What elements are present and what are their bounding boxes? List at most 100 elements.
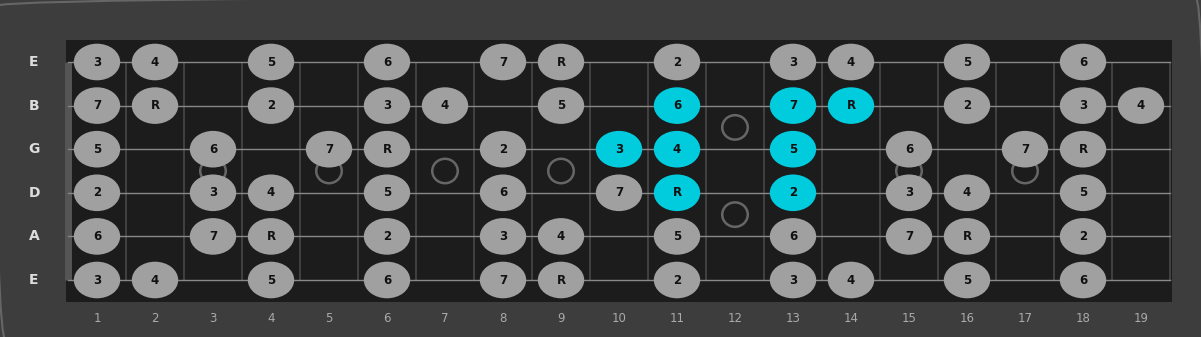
Ellipse shape [480, 131, 526, 167]
Text: 4: 4 [268, 312, 275, 326]
Ellipse shape [944, 218, 990, 255]
Text: 7: 7 [209, 230, 217, 243]
Text: 3: 3 [92, 56, 101, 68]
Text: E: E [29, 55, 38, 69]
Text: R: R [382, 143, 392, 156]
Text: 19: 19 [1134, 312, 1148, 326]
Ellipse shape [944, 44, 990, 80]
Ellipse shape [538, 87, 584, 124]
Ellipse shape [886, 218, 932, 255]
Text: 5: 5 [557, 99, 566, 112]
Text: R: R [673, 186, 681, 199]
Ellipse shape [1059, 44, 1106, 80]
Ellipse shape [132, 87, 178, 124]
Text: 9: 9 [557, 312, 564, 326]
Ellipse shape [73, 87, 120, 124]
Ellipse shape [538, 262, 584, 298]
Text: 2: 2 [267, 99, 275, 112]
Text: 2: 2 [673, 56, 681, 68]
Text: 5: 5 [963, 274, 972, 286]
Text: 4: 4 [847, 56, 855, 68]
Text: 4: 4 [557, 230, 566, 243]
Text: R: R [267, 230, 275, 243]
Ellipse shape [364, 218, 411, 255]
Ellipse shape [364, 262, 411, 298]
Text: 4: 4 [441, 99, 449, 112]
Text: D: D [29, 186, 40, 200]
Ellipse shape [1059, 175, 1106, 211]
Ellipse shape [480, 175, 526, 211]
Ellipse shape [364, 87, 411, 124]
Ellipse shape [247, 175, 294, 211]
Text: 7: 7 [325, 143, 333, 156]
Ellipse shape [653, 262, 700, 298]
Ellipse shape [770, 175, 817, 211]
Ellipse shape [944, 87, 990, 124]
Ellipse shape [827, 87, 874, 124]
Ellipse shape [653, 218, 700, 255]
Text: 4: 4 [963, 186, 972, 199]
Text: 3: 3 [615, 143, 623, 156]
Text: 5: 5 [92, 143, 101, 156]
Text: 5: 5 [383, 186, 392, 199]
Text: 5: 5 [789, 143, 797, 156]
Text: 3: 3 [1078, 99, 1087, 112]
Text: 2: 2 [963, 99, 972, 112]
Text: 2: 2 [151, 312, 159, 326]
Ellipse shape [770, 262, 817, 298]
Ellipse shape [190, 175, 237, 211]
Ellipse shape [1002, 131, 1048, 167]
Ellipse shape [538, 218, 584, 255]
Ellipse shape [364, 175, 411, 211]
Text: 3: 3 [789, 56, 797, 68]
Text: 4: 4 [847, 274, 855, 286]
Ellipse shape [480, 218, 526, 255]
Ellipse shape [247, 44, 294, 80]
Ellipse shape [480, 44, 526, 80]
Text: 15: 15 [902, 312, 916, 326]
Text: 6: 6 [92, 230, 101, 243]
Ellipse shape [1059, 218, 1106, 255]
Ellipse shape [1059, 262, 1106, 298]
Text: 6: 6 [1078, 56, 1087, 68]
Ellipse shape [538, 44, 584, 80]
Ellipse shape [1059, 87, 1106, 124]
Text: 2: 2 [789, 186, 797, 199]
Text: 5: 5 [1078, 186, 1087, 199]
Text: 2: 2 [673, 274, 681, 286]
Text: 5: 5 [267, 274, 275, 286]
Ellipse shape [1118, 87, 1164, 124]
Text: 16: 16 [960, 312, 974, 326]
Text: 2: 2 [498, 143, 507, 156]
Ellipse shape [653, 175, 700, 211]
Text: G: G [29, 142, 40, 156]
Ellipse shape [132, 262, 178, 298]
Text: 6: 6 [904, 143, 913, 156]
Text: 3: 3 [383, 99, 392, 112]
Text: 3: 3 [904, 186, 913, 199]
Ellipse shape [190, 218, 237, 255]
Ellipse shape [132, 44, 178, 80]
FancyBboxPatch shape [66, 40, 1172, 302]
Text: R: R [556, 56, 566, 68]
Text: 3: 3 [498, 230, 507, 243]
Text: A: A [29, 229, 40, 243]
Text: 3: 3 [209, 312, 216, 326]
Ellipse shape [596, 175, 643, 211]
Text: 4: 4 [673, 143, 681, 156]
Text: 6: 6 [789, 230, 797, 243]
Text: 14: 14 [843, 312, 859, 326]
Ellipse shape [596, 131, 643, 167]
Ellipse shape [653, 87, 700, 124]
Text: 3: 3 [209, 186, 217, 199]
Ellipse shape [827, 44, 874, 80]
Text: 7: 7 [615, 186, 623, 199]
Text: R: R [847, 99, 855, 112]
Ellipse shape [247, 87, 294, 124]
Text: 2: 2 [383, 230, 392, 243]
Text: 7: 7 [92, 99, 101, 112]
Text: 18: 18 [1076, 312, 1091, 326]
Ellipse shape [480, 262, 526, 298]
Text: 4: 4 [151, 274, 159, 286]
Ellipse shape [770, 218, 817, 255]
